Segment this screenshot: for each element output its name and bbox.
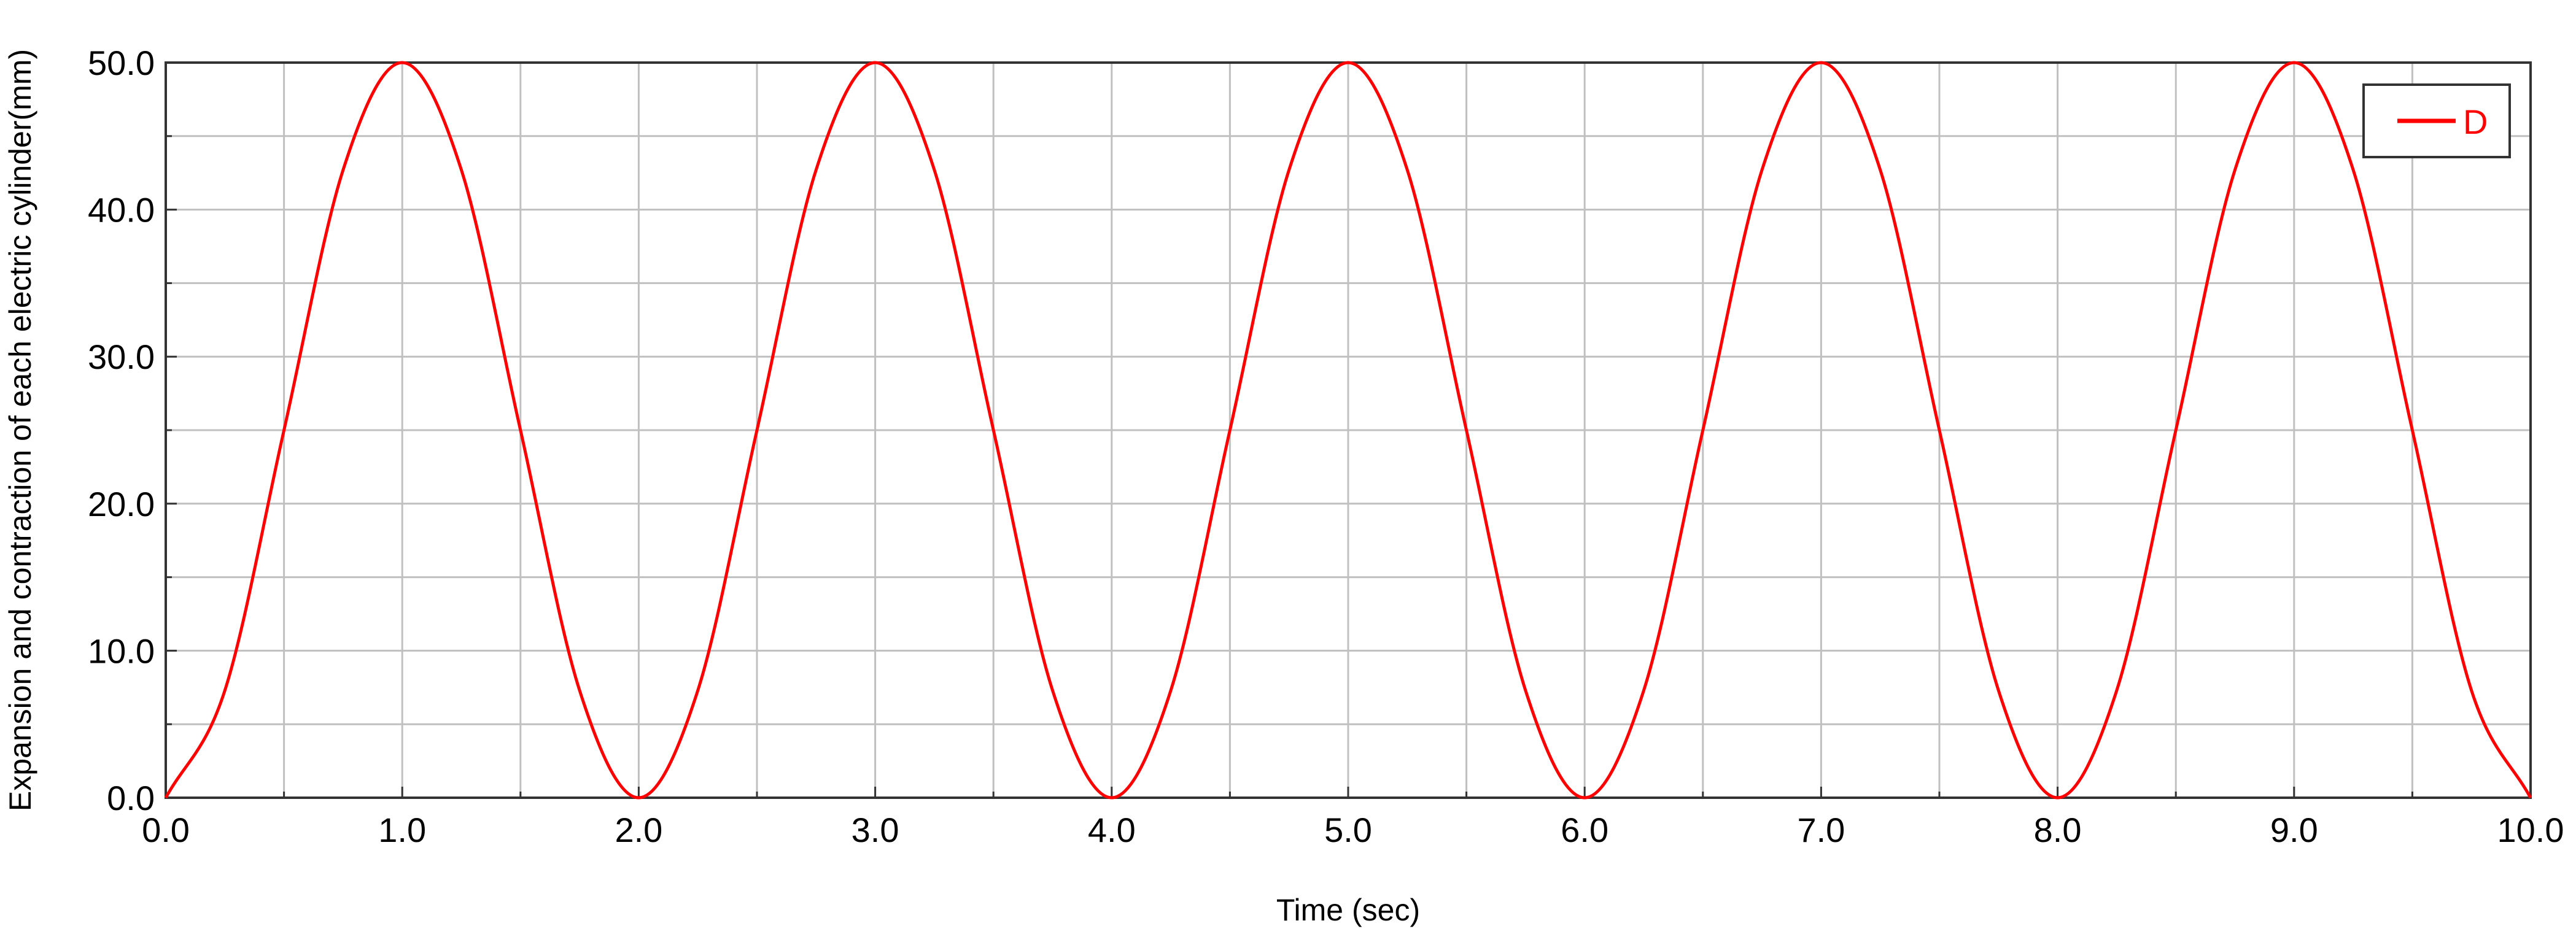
- x-tick-label: 5.0: [1324, 811, 1372, 849]
- y-tick-label: 0.0: [107, 779, 155, 817]
- x-tick-label: 10.0: [2497, 811, 2564, 849]
- y-tick-label: 20.0: [88, 485, 155, 523]
- y-axis-tick-labels: 0.0 10.0 20.0 30.0 40.0 50.0: [88, 44, 155, 817]
- series: [164, 61, 2532, 800]
- y-axis-title: Expansion and contraction of each electr…: [3, 49, 37, 811]
- x-tick-label: 6.0: [1561, 811, 1608, 849]
- x-tick-label: 2.0: [615, 811, 662, 849]
- y-tick-label: 40.0: [88, 191, 155, 230]
- legend: D: [2362, 83, 2511, 158]
- x-tick-label: 9.0: [2270, 811, 2318, 849]
- x-tick-label: 8.0: [2034, 811, 2082, 849]
- x-tick-label: 7.0: [1797, 811, 1845, 849]
- x-axis-title: Time (sec): [1276, 893, 1420, 927]
- x-tick-label: 1.0: [378, 811, 426, 849]
- x-tick-label: 3.0: [852, 811, 899, 849]
- y-tick-label: 10.0: [88, 631, 155, 670]
- y-tick-label: 30.0: [88, 338, 155, 376]
- legend-label-d: D: [2463, 102, 2488, 141]
- x-tick-label: 4.0: [1088, 811, 1136, 849]
- series-line-d: [164, 61, 2532, 800]
- x-axis-tick-labels: 0.0 1.0 2.0 3.0 4.0 5.0 6.0 7.0 8.0 9.0 10.0: [142, 811, 2564, 849]
- y-tick-label: 50.0: [88, 44, 155, 82]
- x-tick-label: 0.0: [142, 811, 190, 849]
